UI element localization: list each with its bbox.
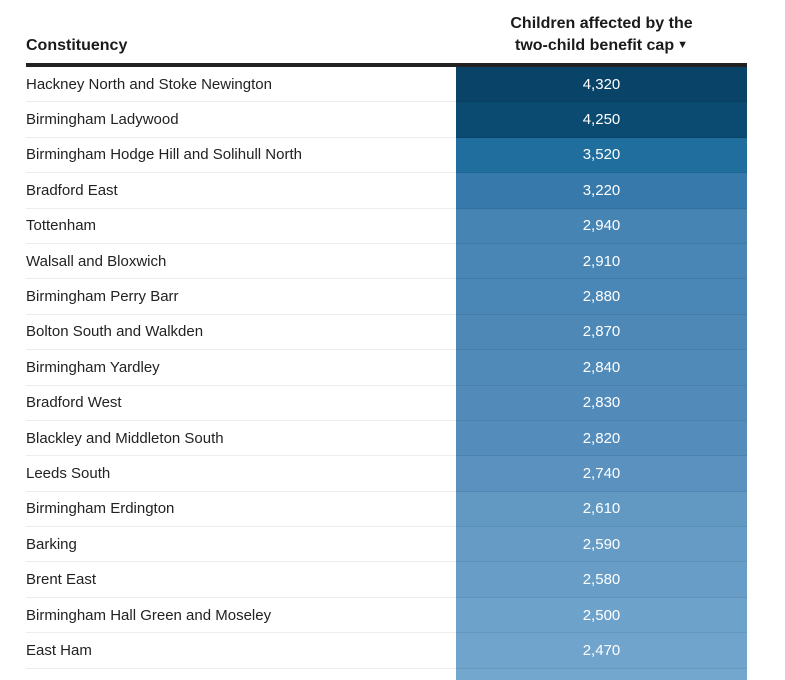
table-row: Walsall and Bloxwich 2,910 bbox=[26, 243, 747, 280]
value-cell: 2,500 bbox=[456, 597, 747, 634]
value-cell: 3,520 bbox=[456, 137, 747, 174]
value-cell: 2,590 bbox=[456, 527, 747, 563]
table-row: Hackney North and Stoke Newington 4,320 bbox=[26, 67, 747, 103]
constituency-cell: Birmingham Ladywood bbox=[26, 102, 456, 138]
table-row: Bradford East 3,220 bbox=[26, 173, 747, 209]
column-header-children-affected[interactable]: Children affected by the two-child benef… bbox=[456, 13, 747, 63]
value-cell: 2,740 bbox=[456, 456, 747, 492]
constituency-cell: Bradford West bbox=[26, 386, 456, 421]
table-row: Blackley and Middleton South 2,820 bbox=[26, 420, 747, 457]
value-cell: 2,830 bbox=[456, 385, 747, 421]
column-header-line1: Children affected by the bbox=[510, 15, 693, 32]
constituency-cell: Bolton South and Walkden bbox=[26, 315, 456, 351]
value-cell: 3,220 bbox=[456, 173, 747, 209]
value-cell: 4,250 bbox=[456, 102, 747, 138]
constituency-cell: Brent East bbox=[26, 562, 456, 598]
constituency-cell: Hackney North and Stoke Newington bbox=[26, 67, 456, 103]
value-cell: 2,880 bbox=[456, 279, 747, 315]
value-cell: 2,840 bbox=[456, 350, 747, 386]
value-cell: 2,870 bbox=[456, 314, 747, 351]
table-row: Bolton South and Walkden 2,870 bbox=[26, 314, 747, 351]
constituency-cell: Birmingham Erdington bbox=[26, 492, 456, 528]
constituency-cell: Birmingham Hall Green and Moseley bbox=[26, 598, 456, 634]
constituency-cell: Blackley and Middleton South bbox=[26, 421, 456, 457]
constituency-cell: East Ham bbox=[26, 633, 456, 669]
value-cell: 2,610 bbox=[456, 491, 747, 528]
table-row: Tottenham 2,940 bbox=[26, 208, 747, 244]
table-row: Birmingham Erdington 2,610 bbox=[26, 491, 747, 528]
table-row: Birmingham Ladywood 4,250 bbox=[26, 102, 747, 138]
constituency-cell: Bradford East bbox=[26, 173, 456, 209]
value-cell: 2,910 bbox=[456, 243, 747, 280]
constituency-cell: Birmingham Yardley bbox=[26, 350, 456, 386]
value-cell bbox=[456, 668, 747, 680]
table-row-partial bbox=[26, 668, 747, 680]
sort-descending-icon: ▼ bbox=[677, 39, 688, 51]
constituency-cell: Walsall and Bloxwich bbox=[26, 244, 456, 280]
children-benefit-cap-table: Constituency Children affected by the tw… bbox=[26, 0, 747, 680]
table-row: Leeds South 2,740 bbox=[26, 456, 747, 492]
table-row: Birmingham Yardley 2,840 bbox=[26, 350, 747, 386]
value-cell: 2,820 bbox=[456, 420, 747, 457]
value-cell: 2,580 bbox=[456, 562, 747, 598]
table-row: Bradford West 2,830 bbox=[26, 385, 747, 421]
column-header-line2: two-child benefit cap bbox=[514, 37, 675, 54]
constituency-cell: Birmingham Hodge Hill and Solihull North bbox=[26, 138, 456, 174]
constituency-cell: Barking bbox=[26, 527, 456, 563]
table-row: Birmingham Hodge Hill and Solihull North… bbox=[26, 137, 747, 174]
table-row: Barking 2,590 bbox=[26, 527, 747, 563]
table-row: Brent East 2,580 bbox=[26, 562, 747, 598]
table-row: East Ham 2,470 bbox=[26, 633, 747, 669]
constituency-cell: Birmingham Perry Barr bbox=[26, 279, 456, 315]
table-header-row: Constituency Children affected by the tw… bbox=[26, 0, 747, 67]
table-row: Birmingham Perry Barr 2,880 bbox=[26, 279, 747, 315]
constituency-cell: Tottenham bbox=[26, 209, 456, 244]
constituency-cell: Leeds South bbox=[26, 456, 456, 492]
table-row: Birmingham Hall Green and Moseley 2,500 bbox=[26, 597, 747, 634]
value-cell: 2,940 bbox=[456, 208, 747, 244]
value-cell: 4,320 bbox=[456, 67, 747, 103]
value-cell: 2,470 bbox=[456, 633, 747, 669]
column-header-constituency[interactable]: Constituency bbox=[26, 37, 128, 54]
table-body: Hackney North and Stoke Newington 4,320 … bbox=[26, 67, 747, 680]
